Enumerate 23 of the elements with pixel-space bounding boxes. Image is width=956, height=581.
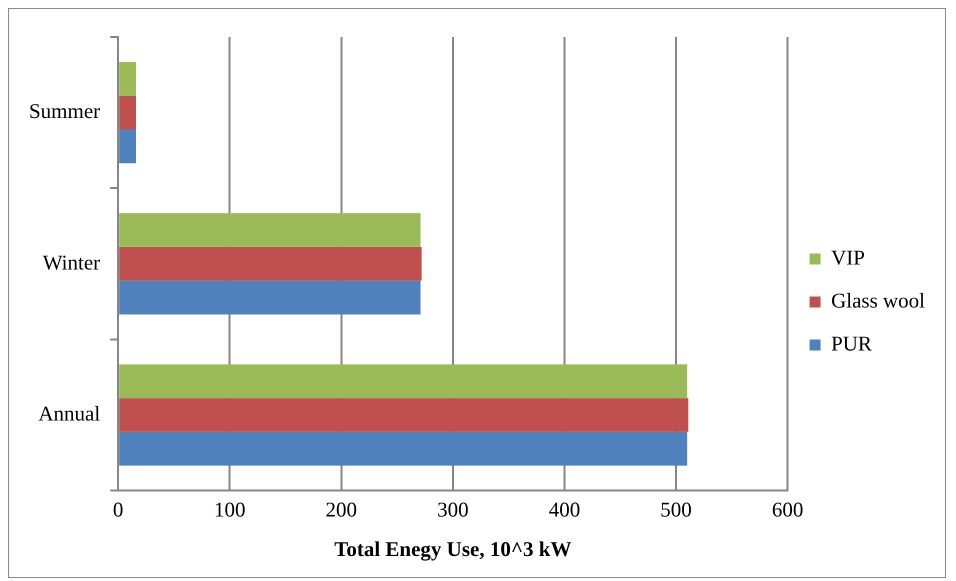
bar (119, 280, 421, 314)
x-tick-label: 100 (214, 498, 246, 522)
bar (119, 364, 688, 398)
legend-label: Glass wool (831, 288, 926, 313)
x-tick-label: 300 (437, 498, 469, 522)
bar (119, 96, 136, 130)
x-tick-label: 0 (112, 498, 124, 522)
bar (119, 213, 421, 247)
x-tick-label: 600 (772, 498, 804, 522)
x-tick-label: 500 (660, 498, 692, 522)
bar (119, 129, 136, 164)
y-tick-label: Summer (28, 99, 100, 124)
bar (119, 432, 688, 466)
x-axis-title: Total Enegy Use, 10^3 kW (334, 536, 572, 561)
x-tick-label: 200 (326, 498, 358, 522)
legend-label: PUR (831, 332, 872, 356)
x-tick-label: 400 (548, 498, 580, 522)
y-tick-label: Annual (38, 402, 100, 426)
bar (119, 398, 688, 432)
legend-label: VIP (831, 246, 865, 270)
y-tick-label: Winter (42, 250, 100, 274)
bar (119, 62, 136, 96)
bar (119, 246, 422, 281)
